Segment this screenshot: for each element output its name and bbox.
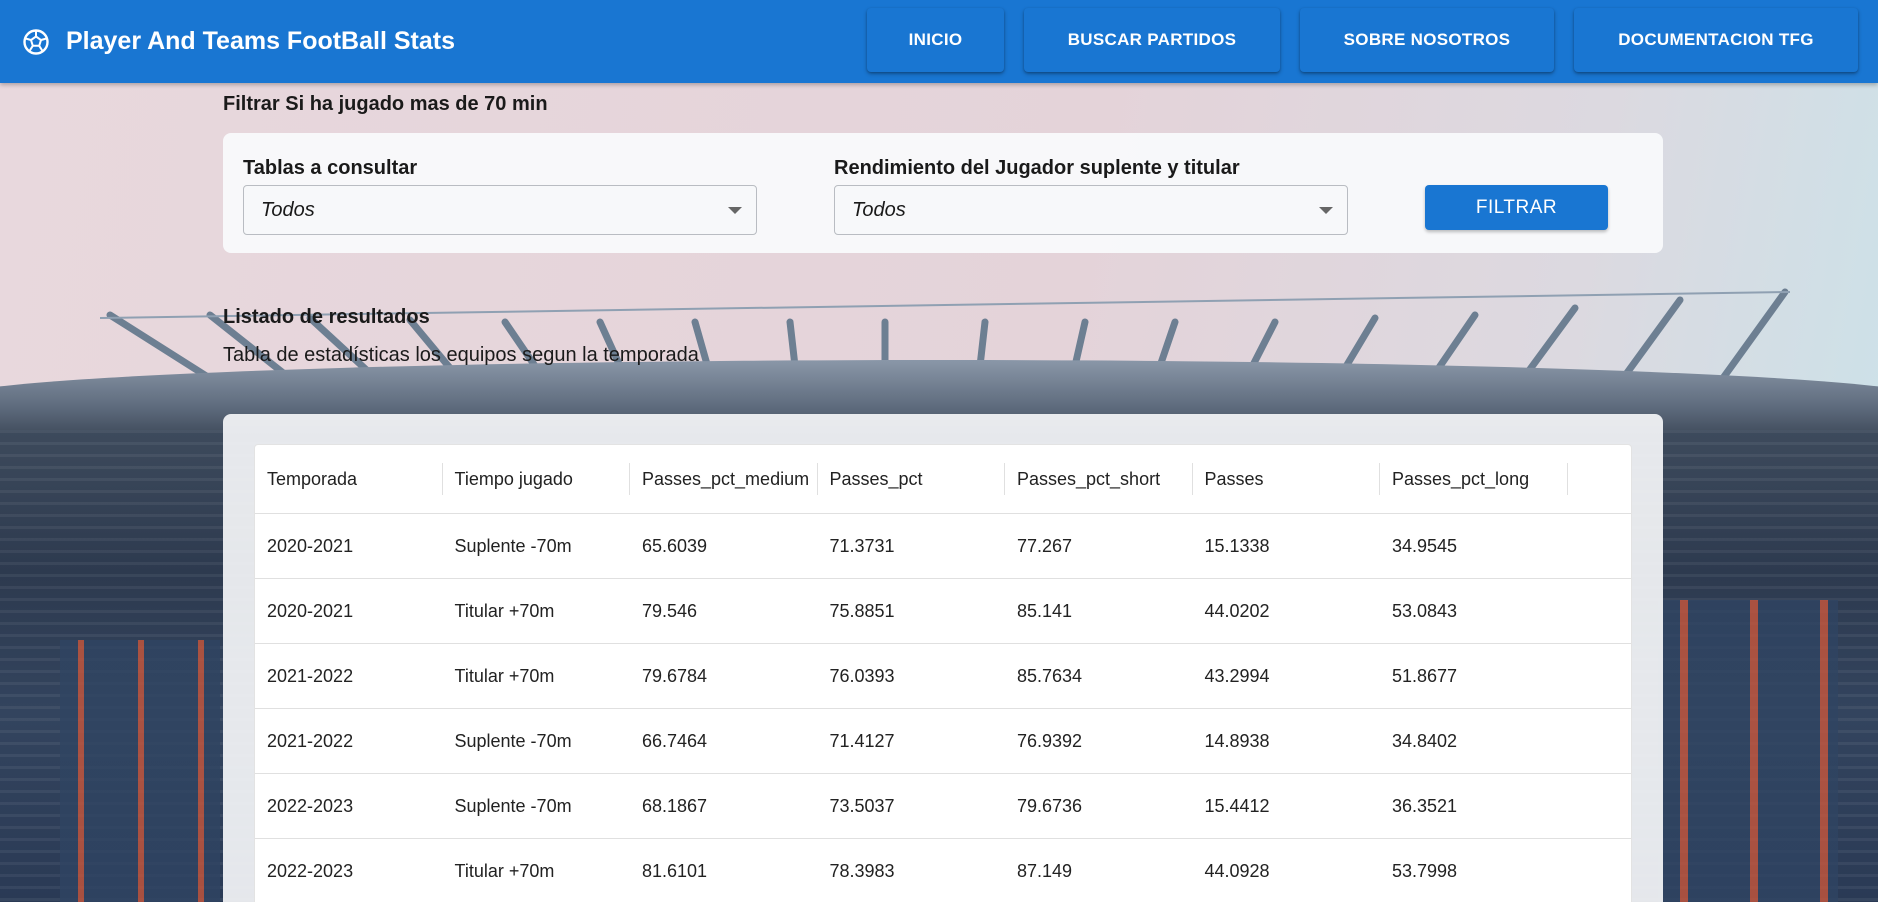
table-cell: 65.6039 [642,535,708,556]
column-header[interactable]: Passes [1193,463,1380,495]
table-cell: 2021-2022 [267,730,354,751]
table-body: 2020-2021 Suplente -70m 65.6039 71.3731 77.2… [255,514,1631,902]
table-cell: 78.3983 [829,860,895,881]
tables-select-value: Todos [261,198,315,221]
column-header[interactable]: Passes_pct_medium [630,463,818,495]
chevron-down-icon [728,207,742,214]
table-cell: 43.2994 [1204,665,1270,686]
table-cell: 85.141 [1017,600,1073,621]
table-row[interactable]: 2022-2023 Titular +70m 81.6101 78.3983 87.14… [255,839,1631,902]
table-cell: 14.8938 [1204,730,1270,751]
table-cell: 76.0393 [829,665,895,686]
table-cell: Suplente -70m [454,730,572,751]
filter-card: Tablas a consultar Todos Rendimiento del… [223,133,1663,253]
table-cell: 44.0928 [1204,860,1270,881]
table-cell: 77.267 [1017,535,1073,556]
table-cell: 34.8402 [1392,730,1458,751]
table-cell: 44.0202 [1204,600,1270,621]
table-cell: 71.3731 [829,535,895,556]
table-cell: 51.8677 [1392,665,1458,686]
table-cell: 53.0843 [1392,600,1458,621]
table-cell: 15.1338 [1204,535,1270,556]
chevron-down-icon [1319,207,1333,214]
table-cell: 2022-2023 [267,795,354,816]
column-header[interactable]: Passes_pct_short [1005,463,1193,495]
table-cell: 34.9545 [1392,535,1458,556]
table-cell: 68.1867 [642,795,708,816]
main-content: Filtrar Si ha jugado mas de 70 min Tabla… [223,83,1663,902]
results-subtitle: Tabla de estadísticas los equipos segun … [223,344,699,366]
table-cell: 53.7998 [1392,860,1458,881]
brand: Player And Teams FootBall Stats [0,27,455,56]
table-cell: Titular +70m [454,665,555,686]
table-row[interactable]: 2021-2022 Titular +70m 79.6784 76.0393 85.76… [255,644,1631,709]
performance-select-value: Todos [852,198,906,221]
table-cell: 81.6101 [642,860,708,881]
results-card: Temporada Tiempo jugado Passes_pct_mediu… [223,414,1663,902]
column-header[interactable]: Tiempo jugado [443,463,630,495]
column-header[interactable]: Passes_pct [818,463,1005,495]
table-cell: 79.6736 [1017,795,1083,816]
tables-field: Tablas a consultar Todos [243,157,757,235]
table-row[interactable]: 2022-2023 Suplente -70m 68.1867 73.5037 79.6… [255,774,1631,839]
table-cell: 2020-2021 [267,535,354,556]
table-cell: 79.546 [642,600,698,621]
table-header: Temporada Tiempo jugado Passes_pct_mediu… [255,445,1631,514]
nav-inicio-button[interactable]: INICIO [867,8,1004,72]
table-cell: Titular +70m [454,600,555,621]
tables-select[interactable]: Todos [243,185,757,235]
table-row[interactable]: 2021-2022 Suplente -70m 66.7464 71.4127 76.9… [255,709,1631,774]
app-title: Player And Teams FootBall Stats [66,27,455,55]
table-cell: 85.7634 [1017,665,1083,686]
column-header[interactable]: Passes_pct_long [1380,463,1568,495]
performance-field: Rendimiento del Jugador suplente y titul… [834,157,1348,235]
app-bar: Player And Teams FootBall Stats INICIO B… [0,0,1878,83]
main-nav: INICIO BUSCAR PARTIDOS SOBRE NOSOTROS DO… [867,8,1878,72]
table-cell: Suplente -70m [454,795,572,816]
table-cell: 76.9392 [1017,730,1083,751]
table-cell: 71.4127 [829,730,895,751]
table-cell: Titular +70m [454,860,555,881]
filter-title: Filtrar Si ha jugado mas de 70 min [223,93,548,115]
table-row[interactable]: 2020-2021 Suplente -70m 65.6039 71.3731 77.2… [255,514,1631,579]
table-cell: 2022-2023 [267,860,354,881]
soccer-ball-icon [23,28,49,55]
table-cell: 87.149 [1017,860,1073,881]
table-row[interactable]: 2020-2021 Titular +70m 79.546 75.8851 85.141… [255,579,1631,644]
nav-sobre-nosotros-button[interactable]: SOBRE NOSOTROS [1300,8,1554,72]
column-header[interactable]: Temporada [255,463,443,495]
table-cell: 2020-2021 [267,600,354,621]
tables-label: Tablas a consultar [243,157,418,179]
results-table: Temporada Tiempo jugado Passes_pct_mediu… [254,444,1632,902]
table-cell: 2021-2022 [267,665,354,686]
table-cell: 79.6784 [642,665,708,686]
table-cell: 75.8851 [829,600,895,621]
table-cell: 36.3521 [1392,795,1458,816]
table-cell: Suplente -70m [454,535,572,556]
nav-documentacion-tfg-button[interactable]: DOCUMENTACION TFG [1574,8,1858,72]
performance-label: Rendimiento del Jugador suplente y titul… [834,157,1240,179]
table-cell: 15.4412 [1204,795,1270,816]
table-cell: 73.5037 [829,795,895,816]
nav-buscar-partidos-button[interactable]: BUSCAR PARTIDOS [1024,8,1280,72]
filter-button[interactable]: FILTRAR [1425,185,1608,230]
performance-select[interactable]: Todos [834,185,1348,235]
results-title: Listado de resultados [223,306,430,328]
table-cell: 66.7464 [642,730,708,751]
